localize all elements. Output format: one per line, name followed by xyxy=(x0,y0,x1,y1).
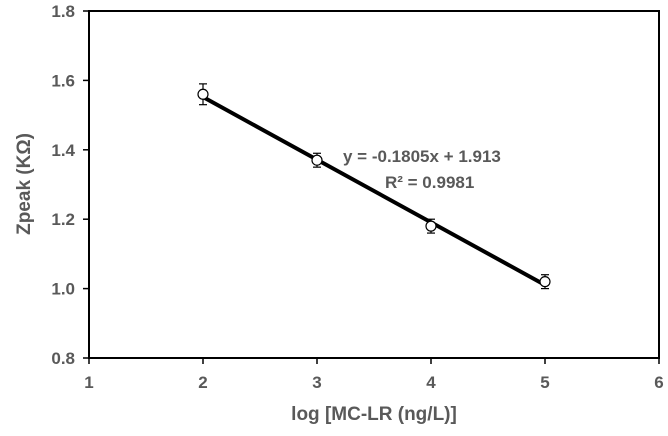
x-axis-ticks: 1 2 3 4 5 6 xyxy=(84,358,664,392)
y-tick-label: 1.0 xyxy=(51,280,75,299)
x-tick-label: 1 xyxy=(84,373,93,392)
y-axis-title: Zpeak (KΩ) xyxy=(14,133,35,235)
data-point xyxy=(311,154,323,166)
y-tick-label: 1.4 xyxy=(51,141,75,160)
data-point xyxy=(197,88,209,100)
data-points xyxy=(197,83,551,290)
y-tick-label: 1.2 xyxy=(51,210,75,229)
data-point xyxy=(425,220,437,232)
x-tick-label: 5 xyxy=(540,373,549,392)
y-axis-ticks: 0.8 1.0 1.2 1.4 1.6 1.8 xyxy=(51,2,89,368)
r-squared-label: R² = 0.9981 xyxy=(385,173,474,192)
x-tick-label: 2 xyxy=(198,373,207,392)
x-tick-label: 3 xyxy=(312,373,321,392)
equation-label: y = -0.1805x + 1.913 xyxy=(343,147,501,166)
trendline xyxy=(201,95,547,287)
x-tick-label: 6 xyxy=(654,373,663,392)
y-tick-label: 1.8 xyxy=(51,2,75,21)
y-tick-label: 0.8 xyxy=(51,349,75,368)
y-tick-label: 1.6 xyxy=(51,71,75,90)
data-point xyxy=(539,276,551,288)
plot-frame xyxy=(88,10,660,359)
x-axis-title: log [MC-LR (ng/L)] xyxy=(291,404,457,425)
x-tick-label: 4 xyxy=(426,373,436,392)
